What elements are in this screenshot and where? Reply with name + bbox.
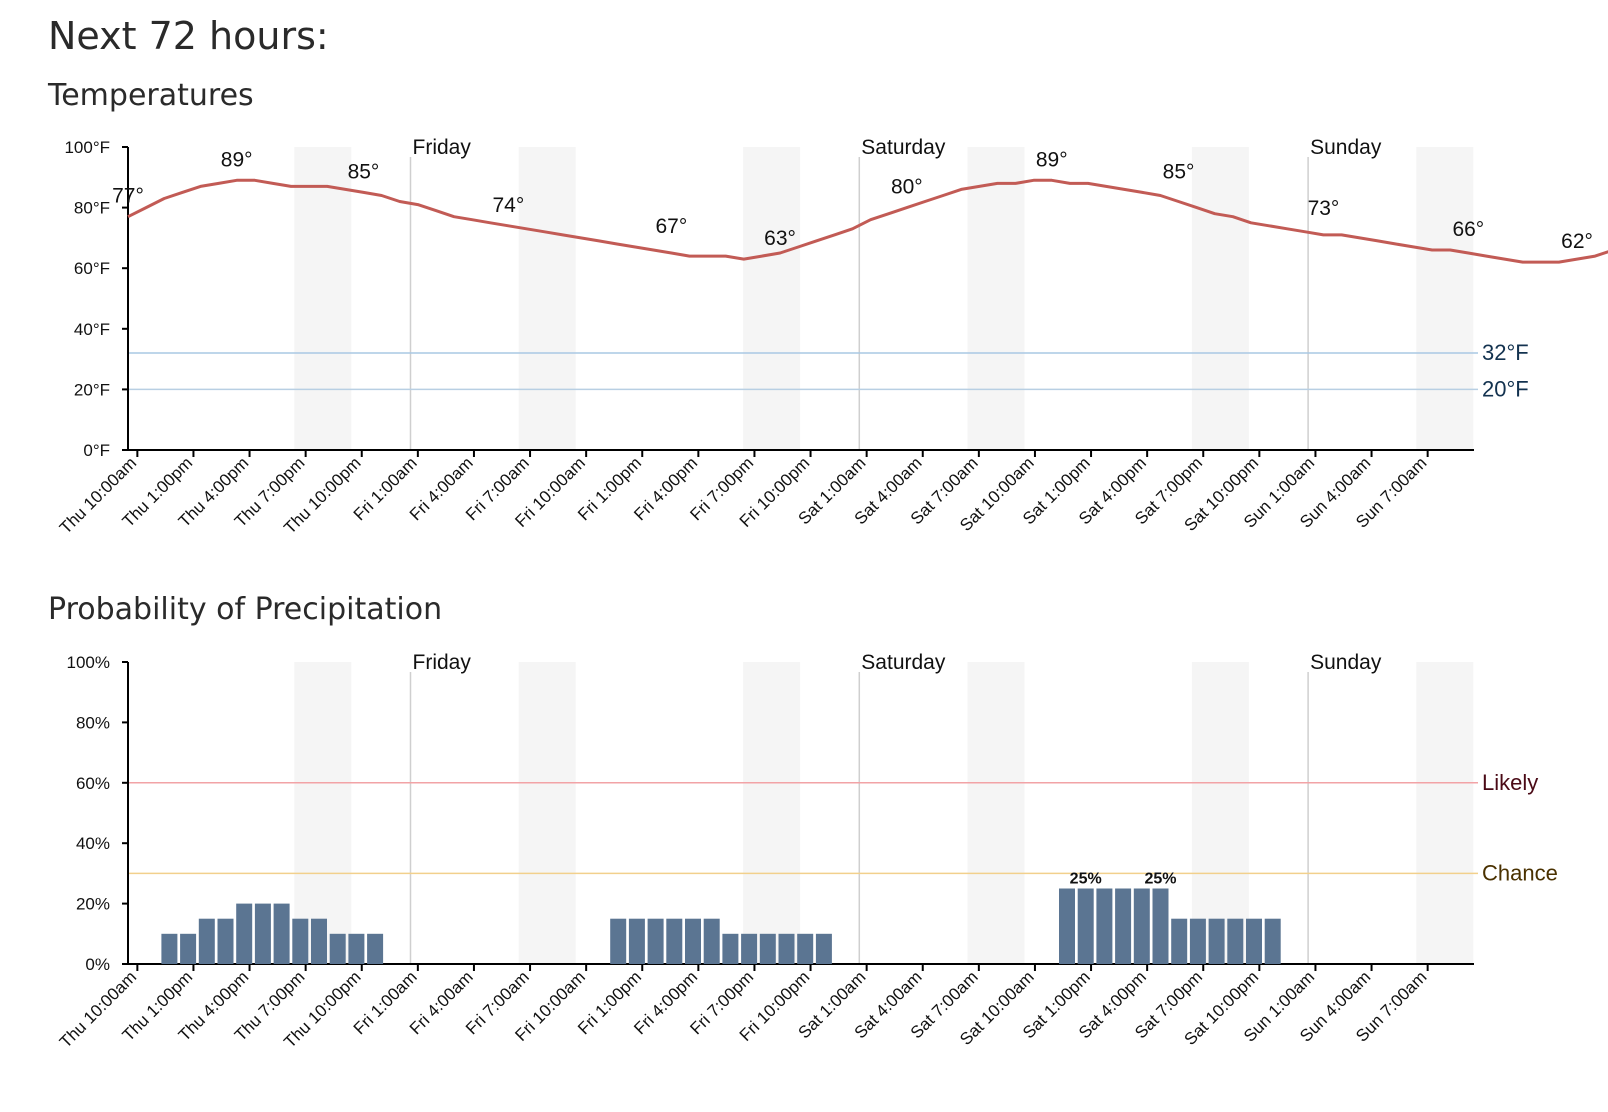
precipitation-bar: [1189, 918, 1206, 964]
precip-y-tick-label: 20%: [76, 895, 110, 914]
temp-night-band: [518, 147, 576, 450]
precipitation-bar-label: 25%: [1144, 871, 1176, 888]
precipitation-bar: [703, 918, 720, 964]
precipitation-bar: [1059, 888, 1075, 964]
temp-threshold-label: 32°F: [1482, 340, 1529, 365]
temperature-point-label: 85°: [348, 160, 380, 183]
temperature-point-label: 74°: [492, 194, 524, 217]
precip-y-tick-label: 40%: [76, 834, 110, 853]
precip-day-label: Saturday: [861, 651, 946, 674]
precipitation-bar: [180, 933, 197, 964]
temp-threshold-label: 20°F: [1482, 376, 1529, 401]
precipitation-bar: [685, 918, 701, 964]
precipitation-bar: [797, 933, 814, 964]
precipitation-bar: [759, 933, 776, 964]
precipitation-bar: [348, 933, 365, 964]
precipitation-bar: [311, 918, 327, 964]
precipitation-bar: [236, 903, 253, 964]
precipitation-bar: [1246, 918, 1262, 964]
temp-day-label: Saturday: [861, 136, 946, 159]
temp-night-band: [1191, 147, 1249, 450]
precipitation-bar: [217, 918, 234, 964]
precip-night-band: [294, 662, 352, 964]
precip-night-band: [1416, 662, 1474, 964]
temp-day-label: Sunday: [1310, 136, 1382, 159]
temp-y-tick-label: 80°F: [74, 199, 110, 218]
precipitation-bar: [741, 933, 758, 964]
temp-y-tick-label: 100°F: [64, 138, 110, 157]
precipitation-bar: [1152, 888, 1169, 964]
temperature-point-label: 89°: [221, 148, 253, 171]
precip-night-band: [1191, 662, 1249, 964]
temperatures-title: Temperatures: [48, 78, 254, 113]
temperature-chart: Friday Saturday Sunday 32°F 20°F 0°F 20°F 40°F 6…: [56, 136, 1608, 538]
precipitation-bar: [1115, 888, 1132, 964]
precipitation-bar: [1096, 888, 1113, 964]
temp-night-band: [743, 147, 801, 450]
precip-y-tick-label: 60%: [76, 774, 110, 793]
precipitation-bar: [815, 933, 832, 964]
precipitation-bar: [329, 933, 346, 964]
precipitation-bar: [647, 918, 664, 964]
temp-y-tick-label: 20°F: [74, 380, 110, 399]
precipitation-bar: [1208, 918, 1225, 964]
precipitation-bar: [1227, 918, 1244, 964]
temp-night-band: [967, 147, 1025, 450]
temperature-line: [127, 178, 1608, 264]
precipitation-chart: Friday Saturday Sunday Likely Chance 0% 20% 40%…: [56, 651, 1558, 1052]
temp-y-tick-label: 0°F: [83, 441, 110, 460]
temp-night-band: [1416, 147, 1474, 450]
temperature-point-label: 67°: [656, 215, 688, 238]
temp-y-tick-label: 60°F: [74, 259, 110, 278]
precip-threshold-label: Likely: [1482, 770, 1538, 795]
precip-night-band: [743, 662, 801, 964]
precip-day-label: Friday: [413, 651, 472, 674]
temperature-point-label: 62°: [1561, 230, 1593, 253]
temperature-point-label: 77°: [112, 185, 144, 208]
precip-threshold-label: Chance: [1482, 860, 1558, 885]
precipitation-bar: [610, 918, 627, 964]
precip-y-tick-label: 80%: [76, 713, 110, 732]
precipitation-bar: [1264, 918, 1281, 964]
temperature-point-label: 89°: [1036, 148, 1068, 171]
precip-night-band: [518, 662, 576, 964]
precipitation-bar: [1171, 918, 1188, 964]
precip-y-tick-label: 100%: [67, 653, 110, 672]
precipitation-bar: [254, 903, 271, 964]
precipitation-bar: [292, 918, 309, 964]
temperature-point-label: 63°: [764, 227, 796, 250]
precipitation-bar: [722, 933, 739, 964]
temperature-point-label: 73°: [1308, 197, 1340, 220]
precipitation-bar: [273, 903, 290, 964]
precipitation-bar: [1133, 888, 1150, 964]
precip-day-label: Sunday: [1310, 651, 1382, 674]
temp-y-tick-label: 40°F: [74, 320, 110, 339]
temp-day-label: Friday: [413, 136, 472, 159]
precipitation-bar: [778, 933, 795, 964]
precipitation-bar: [367, 933, 384, 964]
temperature-point-label: 85°: [1163, 160, 1195, 183]
temp-night-band: [294, 147, 352, 450]
precipitation-bar: [1077, 888, 1094, 964]
precip-y-tick-label: 0%: [85, 955, 110, 974]
page-title: Next 72 hours:: [48, 14, 329, 58]
precipitation-bar: [161, 933, 178, 964]
precip-night-band: [967, 662, 1025, 964]
precipitation-bar: [666, 918, 683, 964]
precipitation-bar: [628, 918, 645, 964]
temperature-point-label: 66°: [1452, 218, 1484, 241]
precipitation-title: Probability of Precipitation: [48, 592, 443, 627]
temperature-point-label: 80°: [891, 176, 923, 199]
precipitation-bar-label: 25%: [1070, 871, 1102, 888]
precipitation-bar: [198, 918, 215, 964]
